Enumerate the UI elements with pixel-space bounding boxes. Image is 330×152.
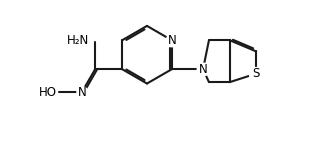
Text: S: S [252, 67, 260, 80]
Text: H₂N: H₂N [67, 34, 89, 47]
Text: HO: HO [39, 86, 57, 99]
Text: N: N [168, 34, 176, 47]
Text: N: N [199, 63, 208, 76]
Text: N: N [78, 86, 86, 99]
